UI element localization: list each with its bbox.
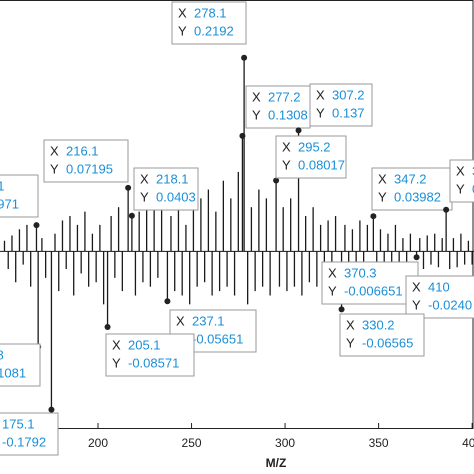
tip-y-value: -0.06565 — [362, 335, 413, 350]
tip-x-key: X — [252, 89, 261, 104]
tip-y-value: 0.0403 — [156, 189, 196, 204]
tip-x-key: X — [316, 87, 325, 102]
tip-x-value: 410 — [428, 279, 450, 294]
tip-box — [339, 313, 425, 357]
tip-y-value: -0.0240 — [428, 297, 472, 312]
tip-x-key: X — [112, 337, 121, 352]
tip-box — [133, 167, 199, 211]
tip-x-value: 277.2 — [268, 89, 301, 104]
tip-marker — [295, 127, 302, 134]
tip-y-key: Y — [456, 181, 465, 196]
tip-x-value: 347.2 — [394, 171, 427, 186]
tip-y-value: -0.006651 — [344, 283, 403, 298]
tip-box — [245, 85, 311, 129]
tip-y-value: 0.08017 — [298, 157, 345, 172]
tip-x-key: X — [282, 139, 291, 154]
x-axis-label: M/Z — [266, 456, 287, 470]
tip-box — [309, 83, 373, 127]
tip-y-value: -0.1792 — [2, 434, 46, 449]
tip-y-key: Y — [346, 335, 355, 350]
tip-x-value: 237.1 — [192, 313, 225, 328]
tip-y-value: 0.07195 — [66, 161, 113, 176]
tip-x-key: X — [378, 171, 387, 186]
tip-box — [0, 174, 39, 218]
tip-x-key: X — [50, 143, 59, 158]
tip-y-value: -0.08571 — [128, 355, 179, 370]
tip-x-key: X — [178, 5, 187, 20]
tip-box — [171, 1, 247, 45]
tip-y-value: -0.1081 — [0, 365, 26, 380]
tip-x-key: X — [412, 279, 421, 294]
x-tick-label: 350 — [369, 436, 389, 450]
tip-x-key: X — [328, 265, 337, 280]
tip-box — [43, 139, 129, 183]
tip-y-key: Y — [316, 105, 325, 120]
tip-y-value: 0.0471 — [472, 181, 474, 196]
tip-x-key: X — [140, 171, 149, 186]
tip-box — [0, 343, 41, 387]
tip-x-value: 330.2 — [362, 317, 395, 332]
tip-x-value: 168 — [0, 347, 4, 362]
tip-box — [275, 135, 347, 179]
tip-y-key: Y — [282, 157, 291, 172]
tip-marker — [48, 406, 55, 413]
tip-x-value: 205.1 — [128, 337, 161, 352]
tip-y-value: 0.03982 — [394, 189, 441, 204]
tip-y-value: 0.02971 — [0, 196, 19, 211]
tip-marker — [370, 213, 377, 220]
tip-marker — [241, 54, 248, 61]
tip-y-value: 0.2192 — [194, 23, 234, 38]
tip-y-key: Y — [50, 161, 59, 176]
tip-marker — [128, 212, 135, 219]
tip-x-value: 216.1 — [66, 143, 99, 158]
tip-x-key: X — [456, 163, 465, 178]
tip-x-value: 386.1 — [472, 163, 474, 178]
tip-box — [321, 261, 419, 305]
x-tick-label: 400 — [462, 436, 474, 450]
tip-x-key: X — [346, 317, 355, 332]
tip-x-value: 295.2 — [298, 139, 331, 154]
tip-marker — [273, 177, 280, 184]
tip-marker — [104, 324, 111, 331]
tip-y-value: 0.137 — [332, 105, 365, 120]
tip-box — [0, 412, 59, 456]
tip-x-value: 370.3 — [344, 265, 377, 280]
tip-y-key: Y — [140, 189, 149, 204]
tip-x-value: 278.1 — [194, 5, 227, 20]
tip-y-key: Y — [112, 355, 121, 370]
tip-x-value: 307.2 — [332, 87, 365, 102]
x-tick-label: 200 — [88, 436, 108, 450]
tip-y-key: Y — [178, 23, 187, 38]
tip-marker — [443, 206, 450, 213]
tip-marker — [338, 306, 345, 313]
tip-x-value: 167.1 — [0, 178, 5, 193]
tip-box — [371, 167, 453, 211]
tip-y-key: Y — [412, 297, 421, 312]
plot-frame — [0, 0, 474, 429]
tip-x-key: X — [176, 313, 185, 328]
tip-x-value: 218.1 — [156, 171, 189, 186]
tip-y-value: -0.05651 — [192, 331, 243, 346]
tip-box — [105, 333, 195, 377]
tip-box — [449, 159, 474, 203]
tip-marker — [33, 222, 40, 229]
tip-box — [405, 275, 474, 319]
tip-y-key: Y — [328, 283, 337, 298]
x-tick-label: 250 — [182, 436, 202, 450]
tip-y-key: Y — [378, 189, 387, 204]
tip-marker — [125, 184, 132, 191]
tip-marker — [239, 132, 246, 139]
tip-y-key: Y — [252, 107, 261, 122]
x-tick-label: 300 — [275, 436, 295, 450]
tip-y-value: 0.1308 — [268, 107, 308, 122]
tip-marker — [413, 254, 420, 261]
tip-x-value: 175.1 — [2, 416, 35, 431]
tip-marker — [164, 298, 171, 305]
